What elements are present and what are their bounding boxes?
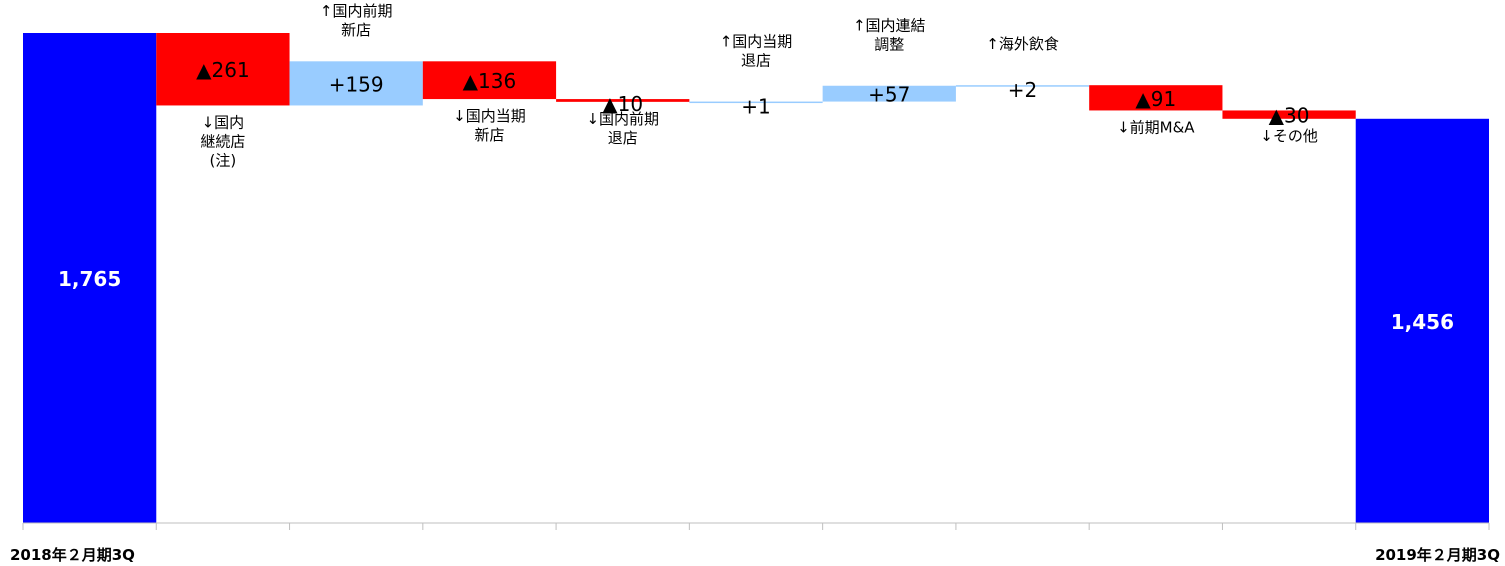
data-label-7: +2: [1008, 78, 1037, 102]
annotation-7: ↑海外飲食: [986, 35, 1059, 53]
bar-decrease-8: [1089, 85, 1223, 111]
data-label-0: 1,765: [58, 267, 121, 291]
data-label-2: +159: [329, 72, 384, 96]
bar-total-10: [1355, 118, 1489, 524]
data-label-1: ▲261: [196, 58, 250, 82]
data-label-6: +57: [868, 83, 910, 107]
x-tick-label: 2019年２月期3Q: [1375, 546, 1500, 564]
x-axis: 2018年２月期3Q 2019年２月期3Q: [10, 522, 1500, 564]
data-label-4: ▲10: [602, 92, 643, 116]
annotation-4: ↓国内前期退店: [586, 110, 659, 147]
bar-decrease-3: [422, 61, 557, 100]
data-label-5: +1: [741, 95, 770, 119]
annotation-8: ↓前期M&A: [1117, 118, 1195, 136]
annotation-6: ↑国内連結調整: [853, 17, 926, 54]
data-label-8: ▲91: [1135, 87, 1176, 111]
annotation-1: ↓国内継続店(注): [200, 113, 245, 169]
x-tick-label: 2018年２月期3Q: [10, 546, 135, 564]
bar-decrease-9: [1222, 110, 1356, 119]
bar-increase-6: [822, 85, 956, 102]
annotation-5: ↑国内当期退店: [720, 33, 793, 70]
data-label-9: ▲30: [1269, 104, 1310, 128]
bar-increase-5: [689, 101, 823, 104]
bars-layer: [23, 33, 1489, 524]
bar-total-0: [23, 33, 157, 523]
bar-decrease-1: [156, 33, 290, 106]
data-label-10: 1,456: [1391, 310, 1454, 334]
labels-layer: 1,765 ▲261 +159 ▲136 ▲10 +1 +57 +2 ▲91 ▲30 1,456 ↓国…: [58, 2, 1454, 334]
data-label-3: ▲136: [463, 69, 517, 93]
annotation-9: ↓その他: [1260, 127, 1318, 145]
annotation-2: ↑国内前期新店: [320, 2, 393, 39]
bar-increase-7: [955, 85, 1090, 87]
bar-decrease-4: [556, 99, 690, 102]
annotation-3: ↓国内当期新店: [453, 107, 526, 144]
bar-increase-2: [289, 61, 423, 106]
